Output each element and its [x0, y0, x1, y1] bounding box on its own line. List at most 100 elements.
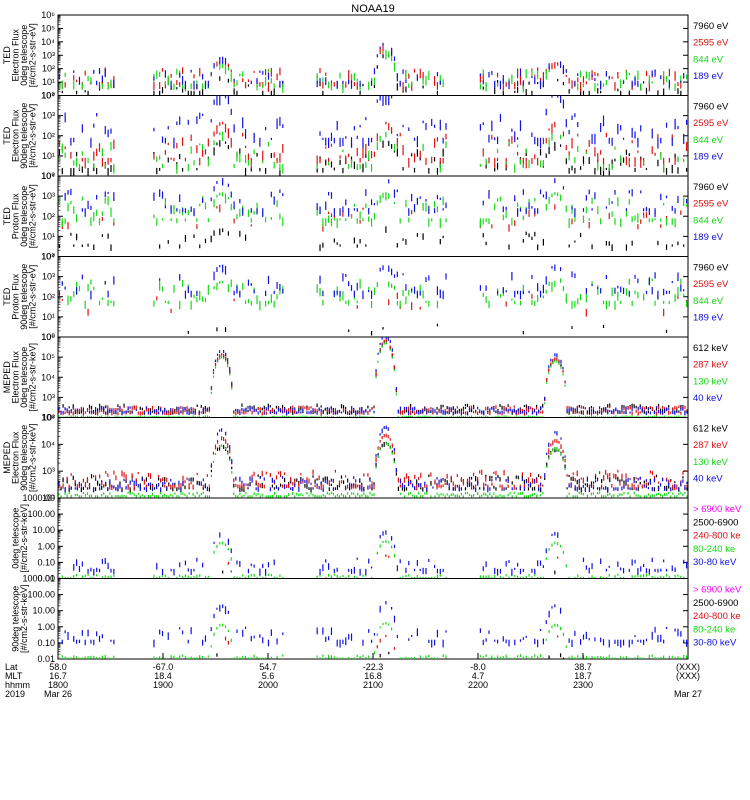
x-hhmm-label: 2100 — [363, 680, 383, 690]
x-date-label: Mar 27 — [674, 689, 702, 699]
x-hhmm-label: 2200 — [468, 680, 488, 690]
y-axis-label: 90deg telescope — [19, 264, 29, 330]
x-hhmm-label: 1800 — [48, 680, 68, 690]
legend-entry: 189 eV — [693, 151, 724, 162]
series-2500-6900 — [222, 570, 556, 575]
y-tick-label: 10³ — [42, 111, 55, 121]
x-lat-label: -67.0 — [153, 662, 174, 672]
legend-entry: > 6900 keV — [693, 585, 742, 596]
y-axis-label: TED — [2, 287, 12, 306]
y-tick-label: 10² — [42, 131, 55, 141]
x-hhmm-label: 2000 — [258, 680, 278, 690]
y-tick-label: 10⁴ — [41, 171, 55, 181]
y-tick-label: 10⁴ — [41, 37, 55, 47]
y-tick-label: 1.00 — [37, 622, 55, 632]
y-tick-label: 10⁵ — [41, 413, 55, 423]
y-axis-label: MEPED — [2, 441, 12, 474]
y-tick-label: 10³ — [42, 392, 55, 402]
y-axis-label: Electron Flux — [11, 109, 21, 162]
legend-entry: 189 eV — [693, 71, 724, 82]
legend-entry: 80-240 ke — [693, 544, 735, 555]
x-hhmm-label: 2300 — [573, 680, 593, 690]
figure-title: NOAA19 — [351, 3, 394, 15]
y-tick-label: 10² — [42, 292, 55, 302]
legend-entry: 130 keV — [693, 376, 729, 387]
x-mlt-label: 4.7 — [472, 671, 485, 681]
y-tick-label: 10³ — [42, 466, 55, 476]
y-tick-label: 10³ — [42, 191, 55, 201]
legend-entry: 30-80 keV — [693, 638, 737, 649]
series-189-ev — [58, 42, 685, 90]
series-80-240-ke — [58, 539, 685, 579]
legend-entry: 240-800 ke — [693, 611, 741, 622]
x-lat-label: 54.7 — [259, 662, 277, 672]
panel-frame — [57, 336, 689, 418]
y-tick-label: 0.01 — [37, 654, 55, 664]
y-axis-label: Proton Flux — [11, 193, 21, 240]
series-30-80-kev — [73, 530, 688, 576]
x-lat-label: -8.0 — [470, 662, 486, 672]
x-date-label: Mar 26 — [44, 689, 72, 699]
series-844-ev — [58, 192, 688, 229]
y-axis-label: [#/cm2-s-str-keV] — [28, 343, 38, 412]
y-tick-label: 1.00 — [37, 541, 55, 551]
y-axis-label: 90deg telescope — [19, 103, 29, 169]
series-2595-ev — [58, 121, 688, 169]
x-row-label: 2019 — [5, 689, 25, 699]
legend-entry: 7960 eV — [693, 182, 729, 193]
legend-entry: 2595 eV — [693, 279, 729, 290]
y-tick-label: 0.01 — [37, 574, 55, 584]
legend-entry: 7960 eV — [693, 21, 729, 32]
panel-frame — [57, 95, 689, 177]
series-7960-ev — [187, 323, 668, 336]
series-7960-ev — [58, 54, 682, 96]
y-tick-label: 100.00 — [27, 590, 55, 600]
y-tick-label: 10³ — [42, 50, 55, 60]
y-axis-label: [#/cm2-s-str-keV] — [28, 423, 38, 492]
y-tick-label: 10⁵ — [41, 23, 55, 33]
panel-frame — [57, 578, 689, 660]
x-mlt-label: 18.4 — [154, 671, 172, 681]
legend-entry: 2595 eV — [693, 118, 729, 129]
y-axis-label: [#/cm2-s-str-eV] — [28, 23, 38, 87]
y-tick-label: 10⁰ — [41, 252, 55, 262]
x-lat-label: 58.0 — [49, 662, 67, 672]
series-189-ev — [64, 95, 688, 149]
series-189-ev — [64, 178, 688, 218]
y-tick-label: 10⁵ — [41, 352, 55, 362]
y-axis-label: TED — [2, 207, 12, 226]
panel-frame — [57, 256, 689, 338]
x-row-label: hhmm — [5, 680, 30, 690]
y-axis-label: 0deg telescope — [19, 186, 29, 247]
series-30-80-kev — [61, 601, 688, 648]
series-612-kev — [58, 441, 688, 493]
y-tick-label: 10⁰ — [41, 171, 55, 181]
series-7960-ev — [58, 226, 685, 252]
y-tick-label: 0.10 — [37, 557, 55, 567]
legend-entry: 2595 eV — [693, 38, 729, 49]
series-844-ev — [58, 131, 685, 174]
legend-entry: 844 eV — [693, 135, 724, 146]
y-axis-label: [#/cm2-s-str-eV] — [28, 184, 38, 248]
x-lat-label: -22.3 — [363, 662, 384, 672]
legend-entry: 30-80 keV — [693, 557, 737, 568]
y-axis-label: 0deg telescope — [19, 347, 29, 408]
panel-frame — [57, 175, 689, 257]
x-row-label: Lat — [5, 662, 18, 672]
legend-entry: > 6900 keV — [693, 504, 742, 515]
y-tick-label: 10⁴ — [41, 372, 55, 382]
y-tick-label: 10⁰ — [41, 91, 55, 101]
series-240-800-ke — [224, 634, 559, 650]
y-tick-label: 10⁶ — [41, 332, 55, 342]
y-tick-label: 10.00 — [32, 606, 55, 616]
series-240-800-ke — [227, 554, 559, 573]
legend-entry: 80-240 ke — [693, 624, 735, 635]
x-mlt-label: 16.7 — [49, 671, 67, 681]
